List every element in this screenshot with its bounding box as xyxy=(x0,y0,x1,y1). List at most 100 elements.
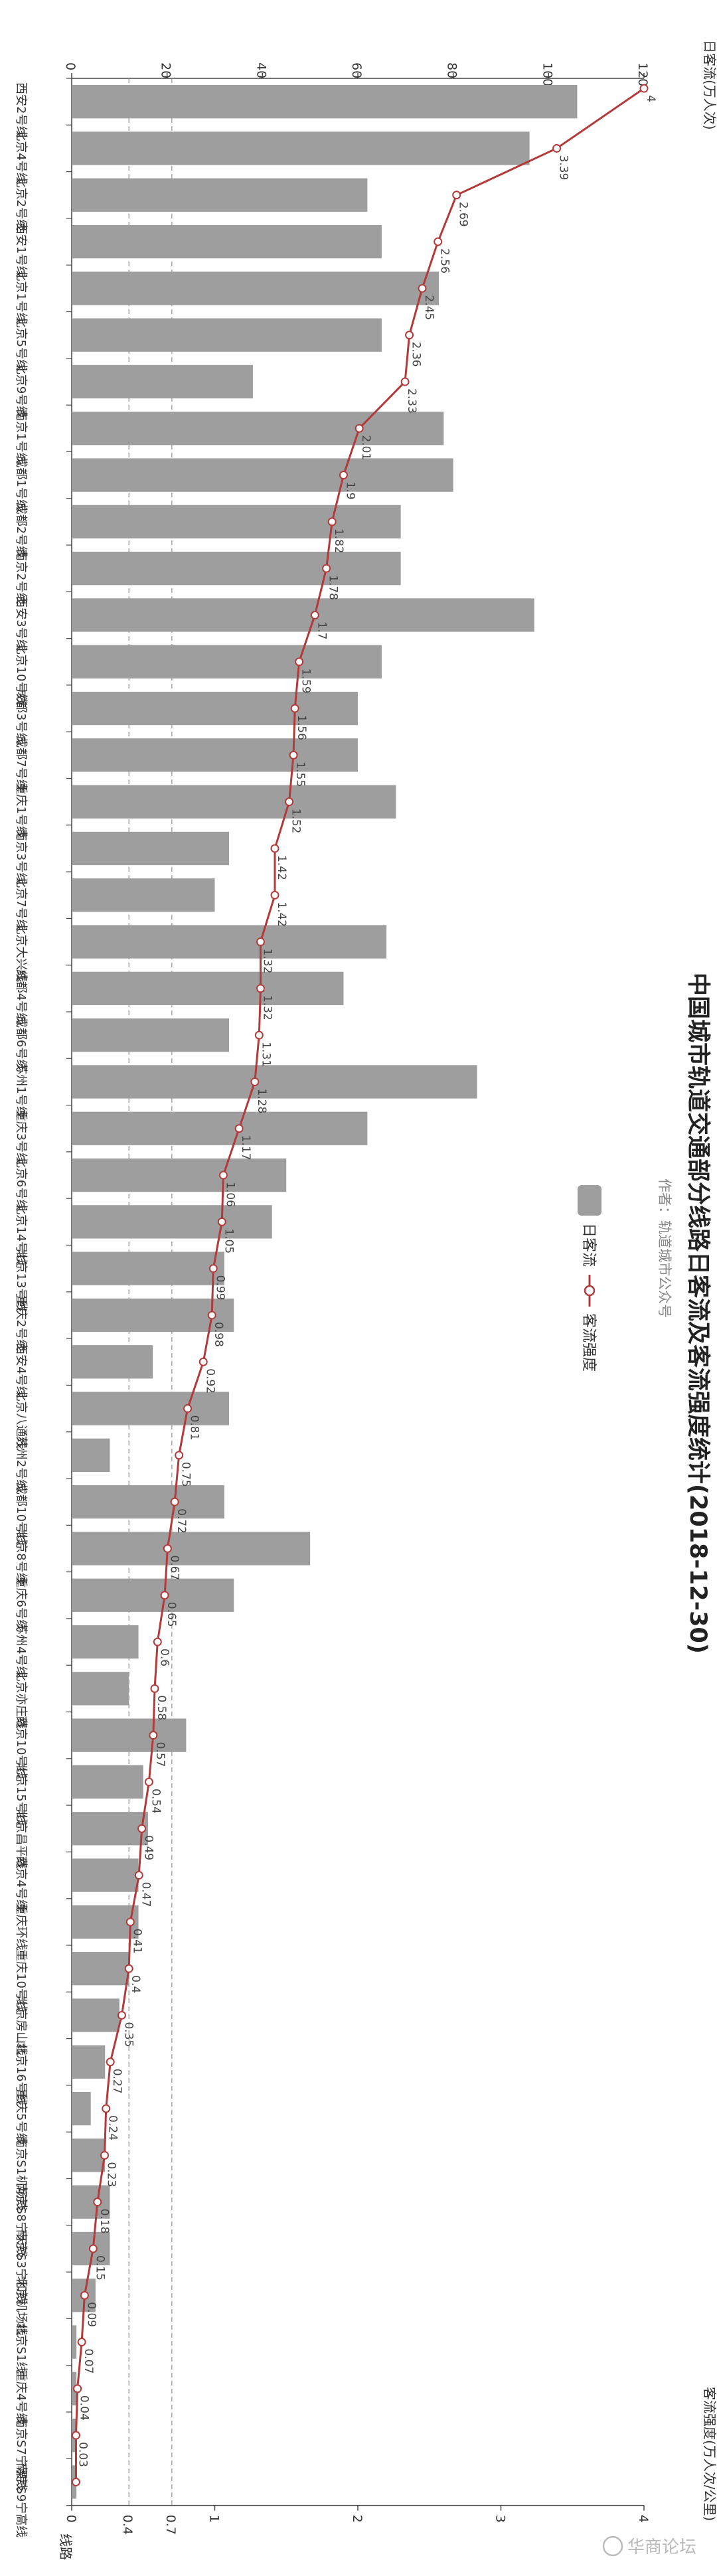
intensity-label: 1.82 xyxy=(332,528,345,554)
intensity-labels: 4 3.39 2.69 2.56 2.45 2.36 2.33 2.01 1.9 1.82 1.78… xyxy=(76,95,657,2467)
bar-axis-tick-label: 80 xyxy=(445,62,459,78)
bar xyxy=(72,1718,187,1752)
intensity-point xyxy=(137,1824,147,1833)
category-label: 北京14号线 xyxy=(14,1202,28,1265)
intensity-label: 1.56 xyxy=(295,715,308,740)
intensity-label: 1.52 xyxy=(289,809,303,834)
bar xyxy=(72,1625,139,1659)
category-label: 北京亦庄线 xyxy=(14,1669,28,1729)
category-label: 南京S7宁溧线 xyxy=(14,2416,28,2491)
category-label: 西安3号线 xyxy=(14,596,28,651)
intensity-label: 0.18 xyxy=(98,2209,111,2234)
intensity-label: 2.45 xyxy=(422,295,436,320)
category-label: 重庆10号线 xyxy=(14,1949,28,2012)
intensity-label: 1.05 xyxy=(222,1228,235,1253)
legend-line-label: 客流强度 xyxy=(580,1313,597,1372)
intensity-axis-tick-label: 3 xyxy=(493,2515,508,2523)
bar-axis-tick-label: 120 xyxy=(635,62,650,86)
legend-line-marker xyxy=(584,1285,596,1297)
legend-bar-swatch xyxy=(578,1185,601,1216)
category-label: 北京4号线 xyxy=(14,129,28,184)
bar xyxy=(72,1672,129,1706)
chart-title: 中国城市轨道交通部分线路日客流及客流强度统计(2018-12-30) xyxy=(684,973,712,1654)
intensity-label: 0.58 xyxy=(155,1695,168,1720)
bar xyxy=(72,364,253,399)
intensity-point xyxy=(400,377,410,386)
intensity-point xyxy=(250,1077,260,1086)
intensity-label: 3.39 xyxy=(557,155,570,180)
category-label: 南京S9宁高线 xyxy=(14,2462,28,2537)
intensity-label: 1.32 xyxy=(260,995,274,1020)
intensity-point xyxy=(149,1731,158,1740)
category-label: 南京4号线 xyxy=(14,1856,28,1911)
intensity-label: 0.47 xyxy=(139,1882,152,1907)
intensity-label: 1.9 xyxy=(343,482,357,500)
bar xyxy=(72,224,382,259)
intensity-point xyxy=(405,331,414,340)
category-labels: 西安2号线北京4号线北京2号线西安1号线北京1号线北京5号线北京9号线南京1号线… xyxy=(14,82,28,2537)
bar xyxy=(72,1578,234,1612)
category-label: 苏州2号线 xyxy=(14,1436,28,1491)
bar-value-axis: 0 20 40 60 80 100 120 xyxy=(63,62,650,86)
reference-line-label: 0.4 xyxy=(120,2515,135,2535)
intensity-point xyxy=(207,1311,216,1320)
category-label: 成都4号线 xyxy=(14,969,28,1024)
intensity-label: 0.4 xyxy=(129,1975,142,1993)
intensity-label: 0.49 xyxy=(142,1835,155,1860)
intensity-point xyxy=(153,1637,162,1647)
intensity-label: 1.42 xyxy=(275,855,288,880)
intensity-label: 2.01 xyxy=(359,435,372,460)
intensity-point xyxy=(256,937,265,947)
chart-subtitle: 作者：轨道城市公众号 xyxy=(657,1178,673,1318)
intensity-label: 0.27 xyxy=(110,2069,123,2094)
category-label: 北京房山线 xyxy=(14,1996,28,2055)
intensity-label: 1.32 xyxy=(260,949,274,974)
intensity-label: 0.04 xyxy=(78,2395,91,2421)
category-label: 成都7号线 xyxy=(14,736,28,791)
intensity-line xyxy=(75,87,645,2482)
bar xyxy=(72,85,578,119)
intensity-label: 1.59 xyxy=(299,669,313,694)
intensity-point xyxy=(93,2198,102,2207)
bar xyxy=(72,272,439,305)
category-label: 北京15号线 xyxy=(14,1763,28,1826)
intensity-axis-tick-label: 0 xyxy=(64,2515,78,2523)
intensity-label: 1.17 xyxy=(239,1135,252,1161)
bar xyxy=(72,1205,272,1239)
intensity-point xyxy=(270,890,279,900)
intensity-point xyxy=(270,844,279,853)
bar xyxy=(72,2325,77,2359)
bar-axis-tick-label: 60 xyxy=(349,62,364,78)
intensity-label: 1.28 xyxy=(255,1088,268,1113)
intensity-label: 0.65 xyxy=(165,1602,178,1627)
category-label: 成都6号线 xyxy=(14,1016,28,1071)
category-label: 北京八通线 xyxy=(14,1389,28,1449)
intensity-label: 4 xyxy=(644,95,657,102)
intensity-label: 0.6 xyxy=(157,1649,171,1666)
bar xyxy=(72,1345,153,1379)
intensity-axis: 0 1 2 3 4 xyxy=(64,2504,651,2523)
category-label: 南京S3宁和线 xyxy=(14,2229,28,2304)
intensity-point xyxy=(218,1170,228,1180)
intensity-point xyxy=(106,2057,115,2067)
category-label: 北京大兴线 xyxy=(14,922,28,982)
intensity-point xyxy=(71,2431,80,2440)
intensity-label: 0.92 xyxy=(203,1368,216,1394)
intensity-point xyxy=(327,517,337,526)
bar xyxy=(72,1158,287,1192)
category-label: 北京S1线 xyxy=(14,2322,28,2374)
category-label: 北京9号线 xyxy=(14,362,28,418)
bar xyxy=(72,1998,120,2032)
intensity-label: 0.72 xyxy=(175,1508,188,1534)
intensity-point xyxy=(310,610,319,619)
category-label: 南京3号线 xyxy=(14,829,28,884)
intensity-label: 1.7 xyxy=(315,621,328,639)
intensity-point xyxy=(100,2150,110,2160)
category-label: 西安2号线 xyxy=(14,82,28,137)
category-label: 成都2号线 xyxy=(14,503,28,558)
intensity-point xyxy=(175,1451,184,1460)
category-label: 重庆3号线 xyxy=(14,1109,28,1165)
category-label: 北京机场线 xyxy=(14,2276,28,2336)
category-label: 重庆2号线 xyxy=(14,1296,28,1351)
